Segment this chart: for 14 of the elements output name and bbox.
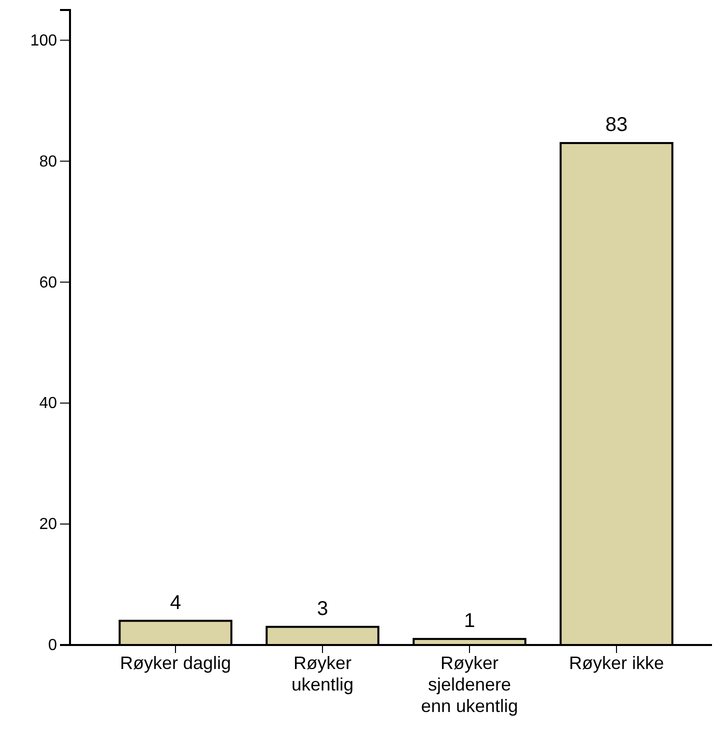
y-tick-label: 40 bbox=[39, 395, 58, 412]
x-tick-label: Røyker sjeldenere enn ukentlig bbox=[420, 652, 518, 716]
data-label: 1 bbox=[464, 610, 476, 632]
y-tick-label: 20 bbox=[39, 516, 58, 534]
data-label: 83 bbox=[605, 114, 628, 136]
x-tick-label: Røyker ukentlig bbox=[291, 652, 354, 694]
data-label: 3 bbox=[316, 598, 328, 620]
y-tick-label: 60 bbox=[39, 274, 58, 292]
data-label: 4 bbox=[170, 592, 182, 614]
y-tick-label: 0 bbox=[48, 637, 58, 654]
x-tick-label: Røyker ikke bbox=[568, 652, 664, 673]
y-tick-label: 100 bbox=[30, 32, 58, 50]
x-tick-label: Røyker daglig bbox=[120, 652, 232, 673]
y-tick-label: 80 bbox=[39, 153, 58, 170]
